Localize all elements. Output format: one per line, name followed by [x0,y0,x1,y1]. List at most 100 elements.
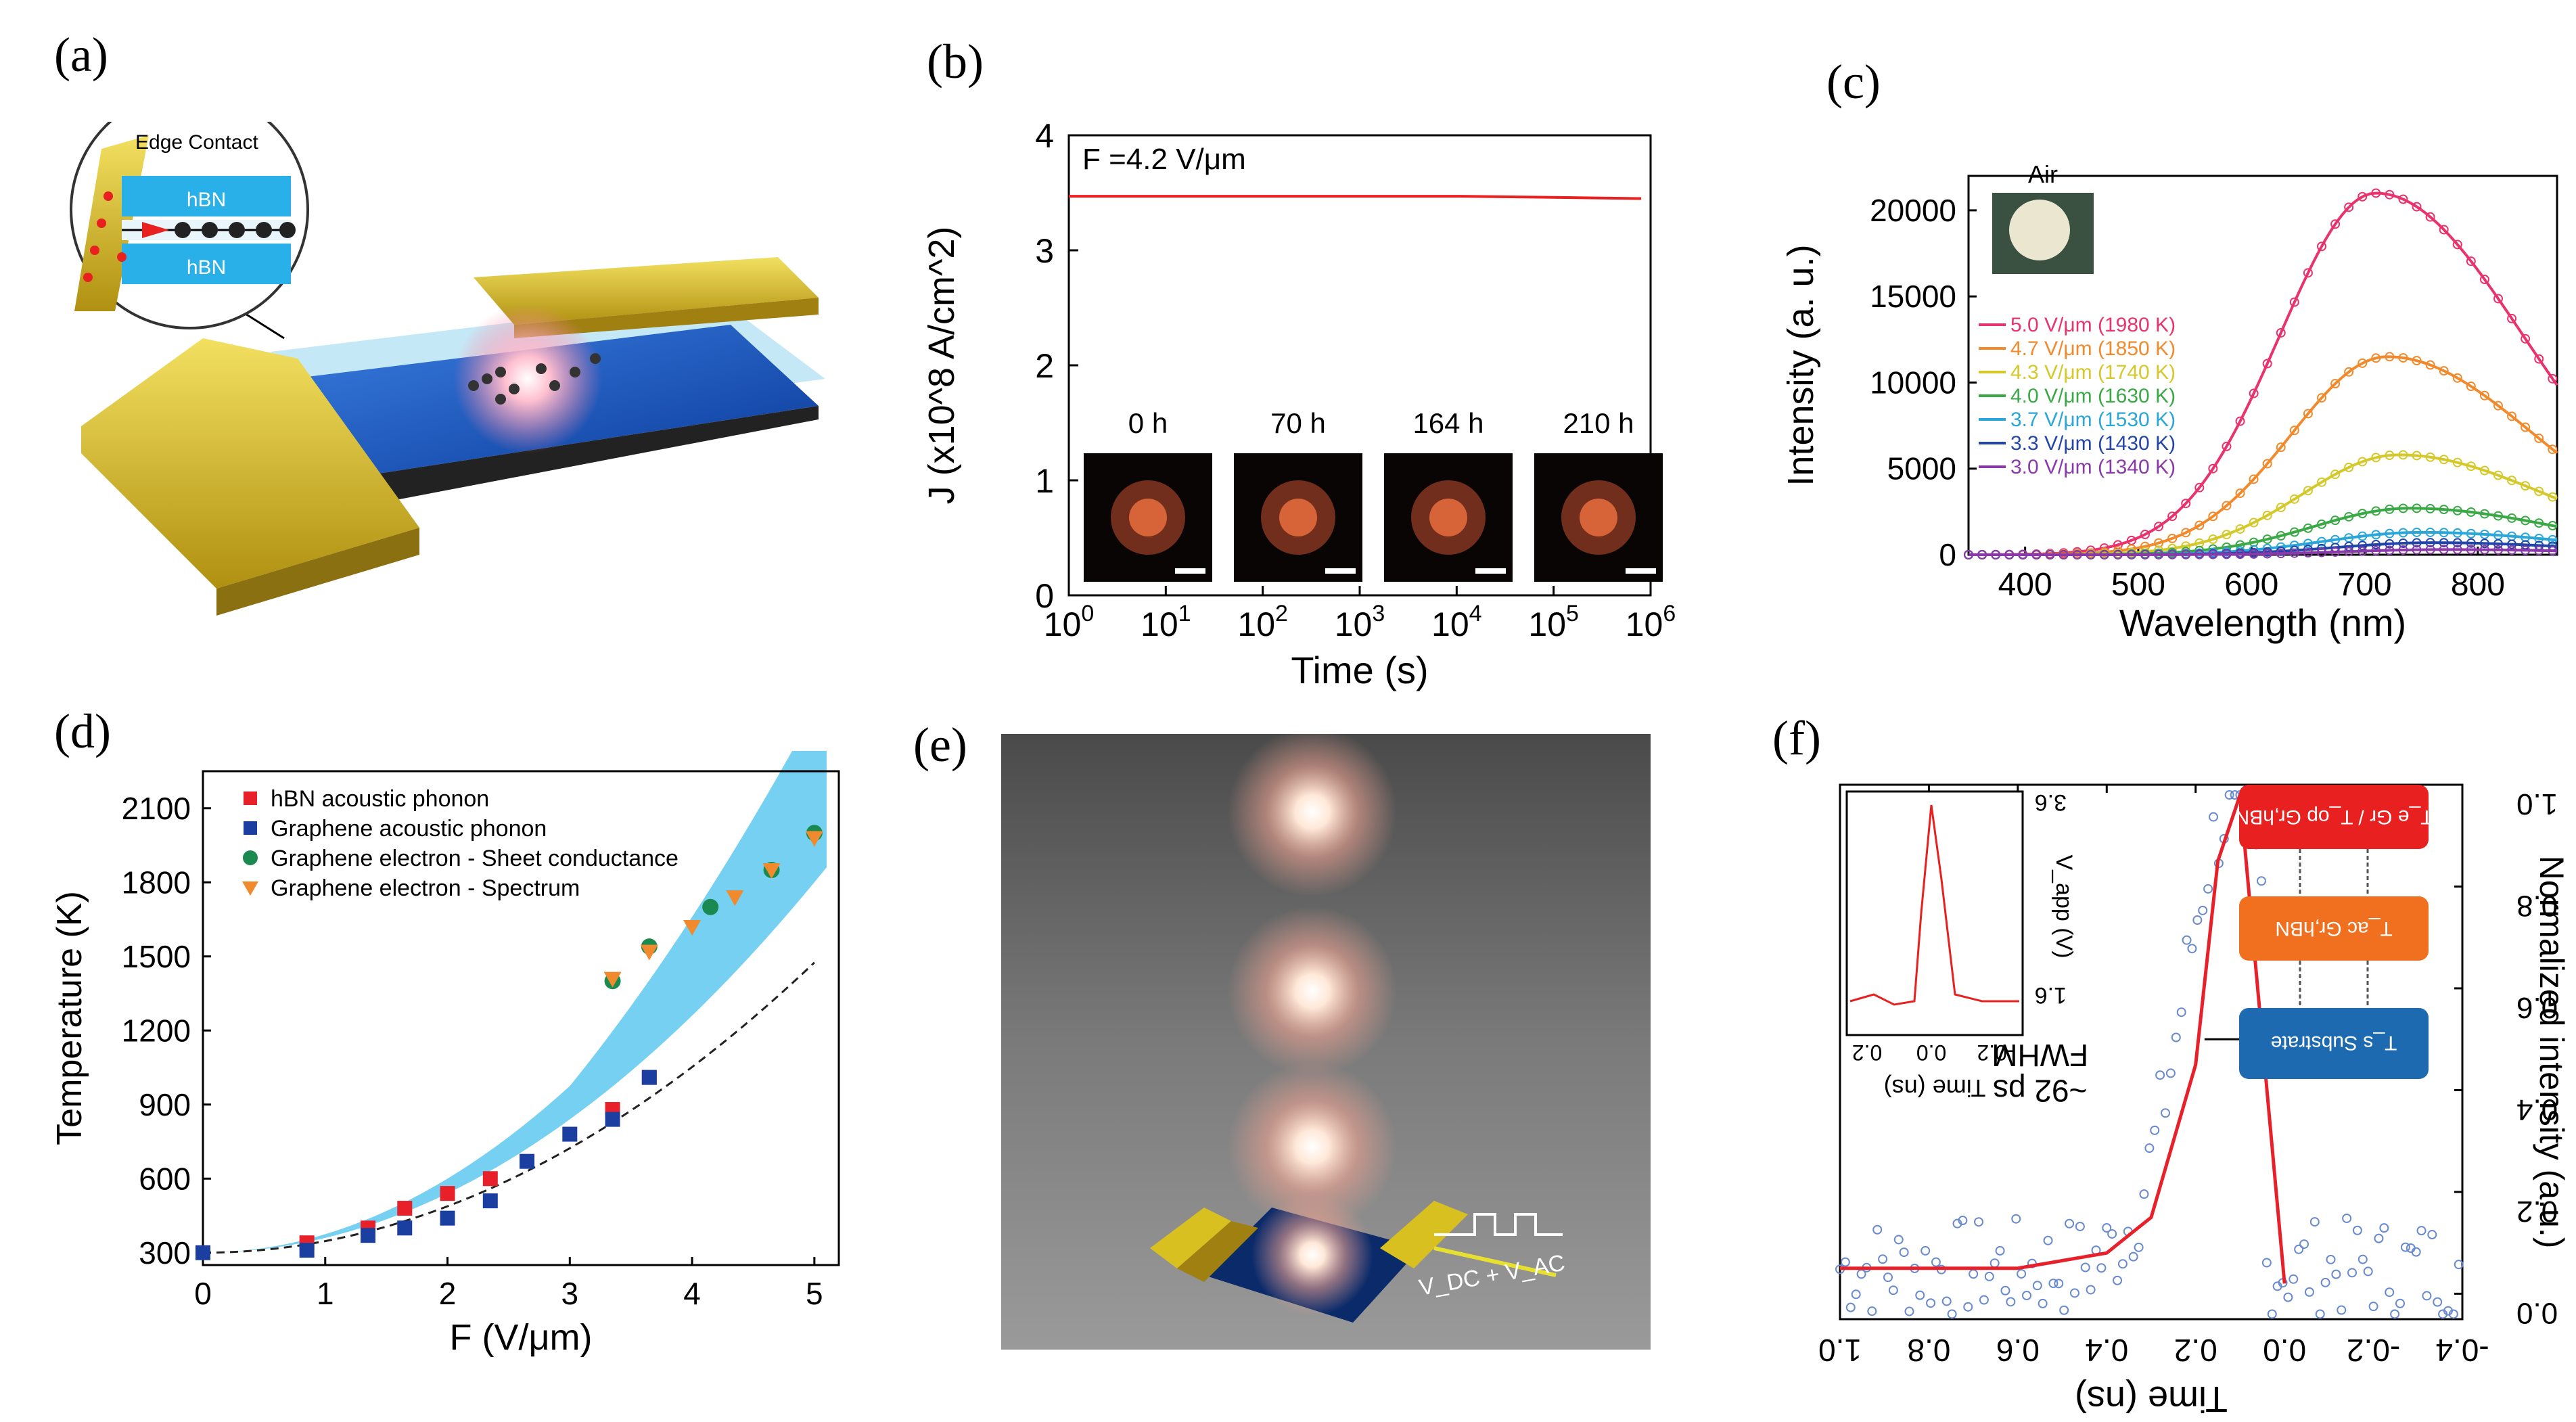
data-point [2452,528,2462,538]
data-point [2385,538,2395,549]
data-point [2479,275,2489,285]
data-point [2150,1125,2160,1135]
inset-label: 210 h [1563,407,1634,439]
inset-glow [2009,200,2070,260]
data-point [2303,538,2313,549]
y-tick-label: 1.0 [2516,787,2558,821]
data-point [1952,1218,1962,1229]
data-point [196,1245,210,1260]
data-point [702,898,719,915]
panel-label-f: (f) [1772,711,1821,765]
legend-entry: 3.0 V/μm (1340 K) [2010,456,2176,478]
data-point [2080,1262,2090,1272]
y-tick-label: 0.8 [2516,889,2558,922]
data-point [2113,549,2123,559]
data-point [2317,547,2326,557]
data-point [2425,538,2435,548]
data-point [1963,1302,1973,1312]
box-substrate [2239,1008,2429,1079]
fwhm-label: FWHM [1992,1038,2088,1073]
panel-label-a: (a) [54,28,108,82]
data-point [2521,545,2531,555]
x-tick-label: 0.0 [2263,1333,2306,1368]
data-point [2521,540,2531,550]
data-point [2171,1032,2181,1042]
data-point [2390,1309,2400,1319]
x-axis-label: Time (ns) [2075,1379,2228,1414]
data-point [2289,527,2299,537]
y-tick-label: 0 [1035,577,1054,615]
data-point [2358,358,2368,368]
legend-marker [242,881,258,896]
data-point [2452,457,2462,467]
data-point [2249,518,2259,528]
x-tick-label: 105 [1528,601,1579,643]
data-point [2425,503,2435,513]
y-axis-label: J (x10^8 A/cm^2) [921,227,962,505]
box-substrate-label: T_s Substrate [2271,1032,2397,1054]
x-tick-label: -0.2 [2347,1333,2400,1368]
plot-frame [1839,783,2464,1321]
data-point [2222,441,2232,451]
x-tick-label: 1 [317,1276,334,1311]
y-tick-label: 1 [1035,462,1054,500]
data-point [2507,476,2517,486]
data-point [2262,510,2272,520]
data-point [2412,356,2422,366]
data-point [2479,390,2489,400]
data-point [2534,545,2544,555]
data-point [2317,477,2326,487]
data-point [2368,1302,2378,1312]
data-point [2006,1297,2016,1307]
data-point [2303,523,2313,533]
y-tick-label: 3 [1035,232,1054,270]
data-point [2011,1214,2021,1224]
data-point [2385,504,2395,514]
legend-entry: 3.3 V/μm (1430 K) [2010,432,2176,455]
data-point [2330,469,2341,480]
data-point [2439,545,2449,555]
data-point [2395,1298,2405,1308]
data-point [1979,1295,1989,1305]
data-point [2038,1298,2048,1308]
data-point [2128,1252,2138,1262]
data-point [2371,540,2381,550]
data-point [2371,353,2381,363]
data-point [605,1111,620,1127]
data-point [640,944,658,961]
data-point [2181,499,2191,509]
data-point [2289,548,2299,558]
scale-bar [1175,568,1205,574]
y-tick-label: 5000 [1887,451,1956,486]
y-tick-label: 0 [1939,537,1956,572]
hbn-bottom-label: hBN [187,256,226,279]
data-point [2371,453,2381,463]
data-point [2262,534,2272,545]
data-point [2358,531,2368,541]
data-point [2439,225,2449,235]
data-point [2358,546,2368,556]
data-point [2466,256,2476,267]
scale-bar [1475,568,1506,574]
x-axis-label: F (V/μm) [449,1317,592,1358]
data-point [2045,549,2055,559]
data-point [2344,367,2354,377]
scale-bar [1325,568,1356,574]
data-point [2065,1218,2075,1229]
data-point [1893,1235,1904,1245]
data-point [2276,531,2286,541]
data-point [2276,327,2286,338]
data-point [2235,524,2245,534]
data-point [2069,1288,2079,1298]
data-point [2043,1235,2053,1245]
data-point [1990,1258,2000,1268]
y-axis-label: Normalized intensity (a.u.) [2533,856,2571,1249]
data-point [2466,507,2476,517]
data-point [2167,533,2178,543]
data-point [2385,545,2395,555]
data-point [397,1220,413,1236]
data-point [2303,548,2313,558]
data-point [2320,1277,2330,1287]
data-point [2161,1108,2171,1118]
inset-y-tick: 1.6 [2035,982,2067,1008]
